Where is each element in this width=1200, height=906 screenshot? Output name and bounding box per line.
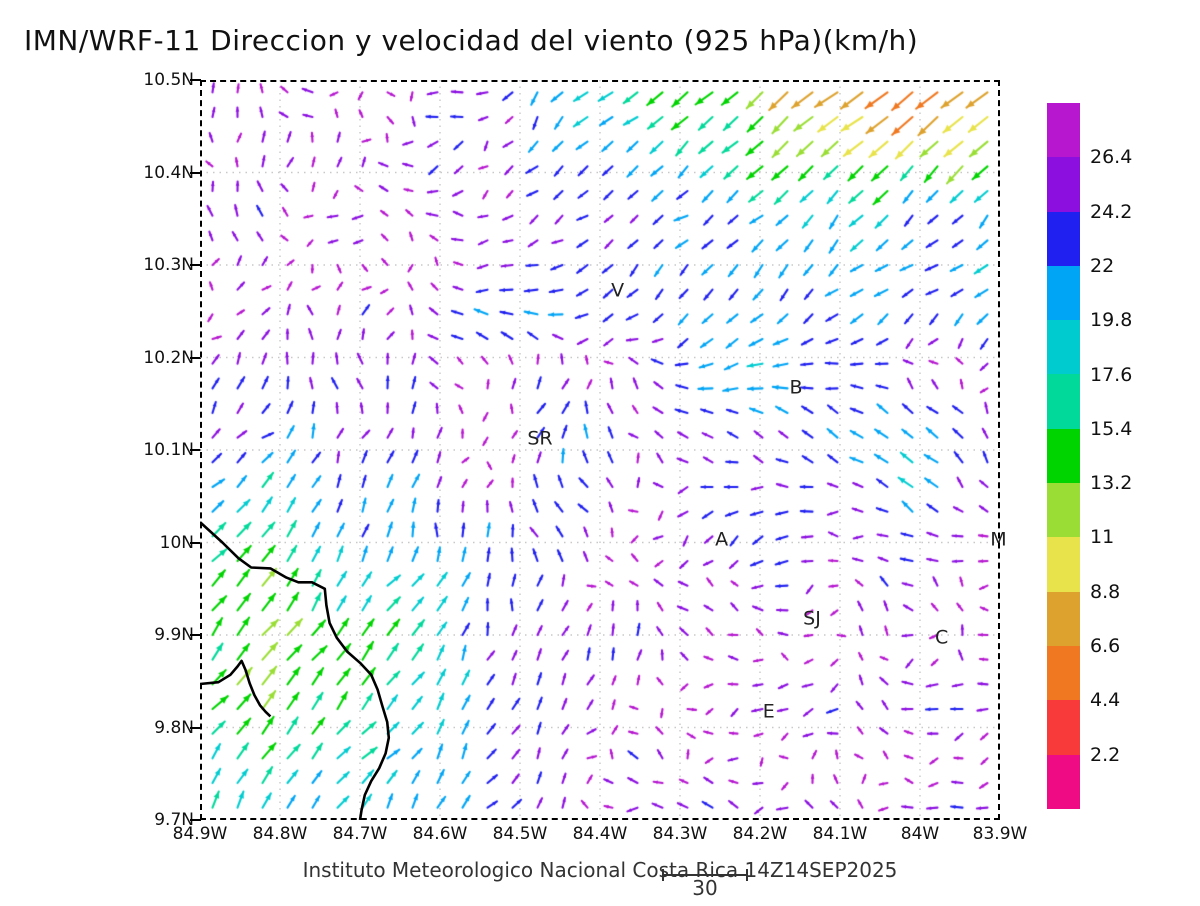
y-axis-tick-mark (190, 449, 201, 451)
colorbar-tick-label: 22 (1090, 254, 1115, 277)
colorbar-tick-label: 15.4 (1090, 417, 1133, 440)
colorbar-band (1047, 428, 1080, 484)
y-axis-tick-mark (190, 726, 201, 729)
y-axis-tick-label: 10.3N (143, 255, 194, 275)
colorbar-tick-label: 13.2 (1090, 472, 1133, 495)
colorbar-tick-label: 11 (1090, 526, 1115, 549)
colorbar-band (1047, 537, 1080, 592)
place-label-b: B (789, 376, 803, 399)
colorbar-tick-label: 6.6 (1090, 635, 1121, 658)
colorbar-band (1047, 483, 1080, 538)
colorbar-band (1047, 754, 1080, 809)
x-axis-tick-label: 84.9W (172, 824, 228, 844)
x-axis-tick-label: 84.5W (492, 824, 548, 844)
y-axis-tick-label: 9.9N (154, 625, 194, 645)
colorbar (1047, 103, 1080, 809)
x-axis-tick-label: 84W (900, 824, 940, 844)
colorbar-tick-label: 26.4 (1090, 146, 1133, 169)
x-axis-tick-label: 84.7W (332, 824, 388, 844)
colorbar-band (1047, 157, 1080, 212)
colorbar-band (1047, 265, 1080, 321)
colorbar-tick-label: 4.4 (1090, 689, 1121, 712)
colorbar-tick-label: 24.2 (1090, 200, 1133, 223)
colorbar-band (1047, 374, 1080, 429)
y-axis-tick-label: 10N (159, 532, 194, 553)
coastline-path (200, 521, 391, 820)
colorbar-tick-label: 8.8 (1090, 580, 1121, 603)
colorbar-tick-label: 17.6 (1090, 363, 1133, 386)
y-axis-tick-label: 10.2N (143, 347, 194, 368)
place-label-sr: SR (527, 427, 553, 450)
place-label-e: E (762, 700, 775, 723)
y-axis-tick-mark (190, 634, 201, 636)
colorbar-band (1047, 211, 1080, 266)
y-axis-tick-label: 10.5N (143, 70, 194, 90)
x-axis-tick-label: 84.4W (572, 824, 628, 844)
x-axis-tick-label: 84.6W (412, 824, 468, 844)
place-label-sj: SJ (803, 607, 821, 630)
reference-vector-label: 30 (692, 876, 718, 900)
x-axis-tick-label: 84.3W (652, 824, 708, 844)
colorbar-tick-label: 2.2 (1090, 743, 1121, 766)
x-axis-tick-label: 84.1W (812, 824, 868, 844)
footer-caption: Instituto Meteorologico Nacional Costa R… (302, 858, 898, 882)
place-label-v: V (611, 279, 625, 302)
y-axis-tick-label: 9.7N (154, 810, 194, 830)
colorbar-band (1047, 700, 1080, 755)
y-axis-tick-mark (190, 171, 201, 174)
reference-vector-icon (662, 869, 748, 881)
colorbar-band (1047, 591, 1080, 646)
y-axis-tick-label: 9.8N (154, 717, 194, 738)
y-axis-tick-mark (190, 819, 201, 821)
y-axis-tick-label: 10.1N (143, 440, 194, 460)
coastline-overlay (200, 521, 391, 820)
x-axis-tick-label: 84.8W (252, 824, 308, 844)
colorbar-band (1047, 103, 1080, 158)
wind-map-plot-area: V B SR A M SJ C E (200, 80, 1007, 820)
y-axis-tick-mark (190, 541, 201, 544)
y-axis-tick-mark (190, 79, 201, 81)
colorbar-band (1047, 645, 1080, 701)
coastline-path (200, 659, 272, 718)
x-axis-tick-label: 84.2W (732, 824, 788, 844)
wind-vector-field (200, 80, 1000, 820)
y-axis-tick-mark (190, 264, 201, 266)
y-axis-tick-label: 10.4N (143, 162, 194, 183)
y-axis-tick-mark (190, 356, 201, 359)
x-axis-tick-label: 83.9W (972, 824, 1028, 844)
place-label-m: M (990, 528, 1007, 551)
colorbar-tick-label: 19.8 (1090, 309, 1133, 332)
place-label-a: A (715, 528, 729, 551)
place-label-c: C (934, 626, 949, 649)
colorbar-band (1047, 320, 1080, 375)
page-title: IMN/WRF-11 Direccion y velocidad del vie… (24, 24, 919, 57)
place-label-layer: V B SR A M SJ C E (200, 80, 1006, 820)
